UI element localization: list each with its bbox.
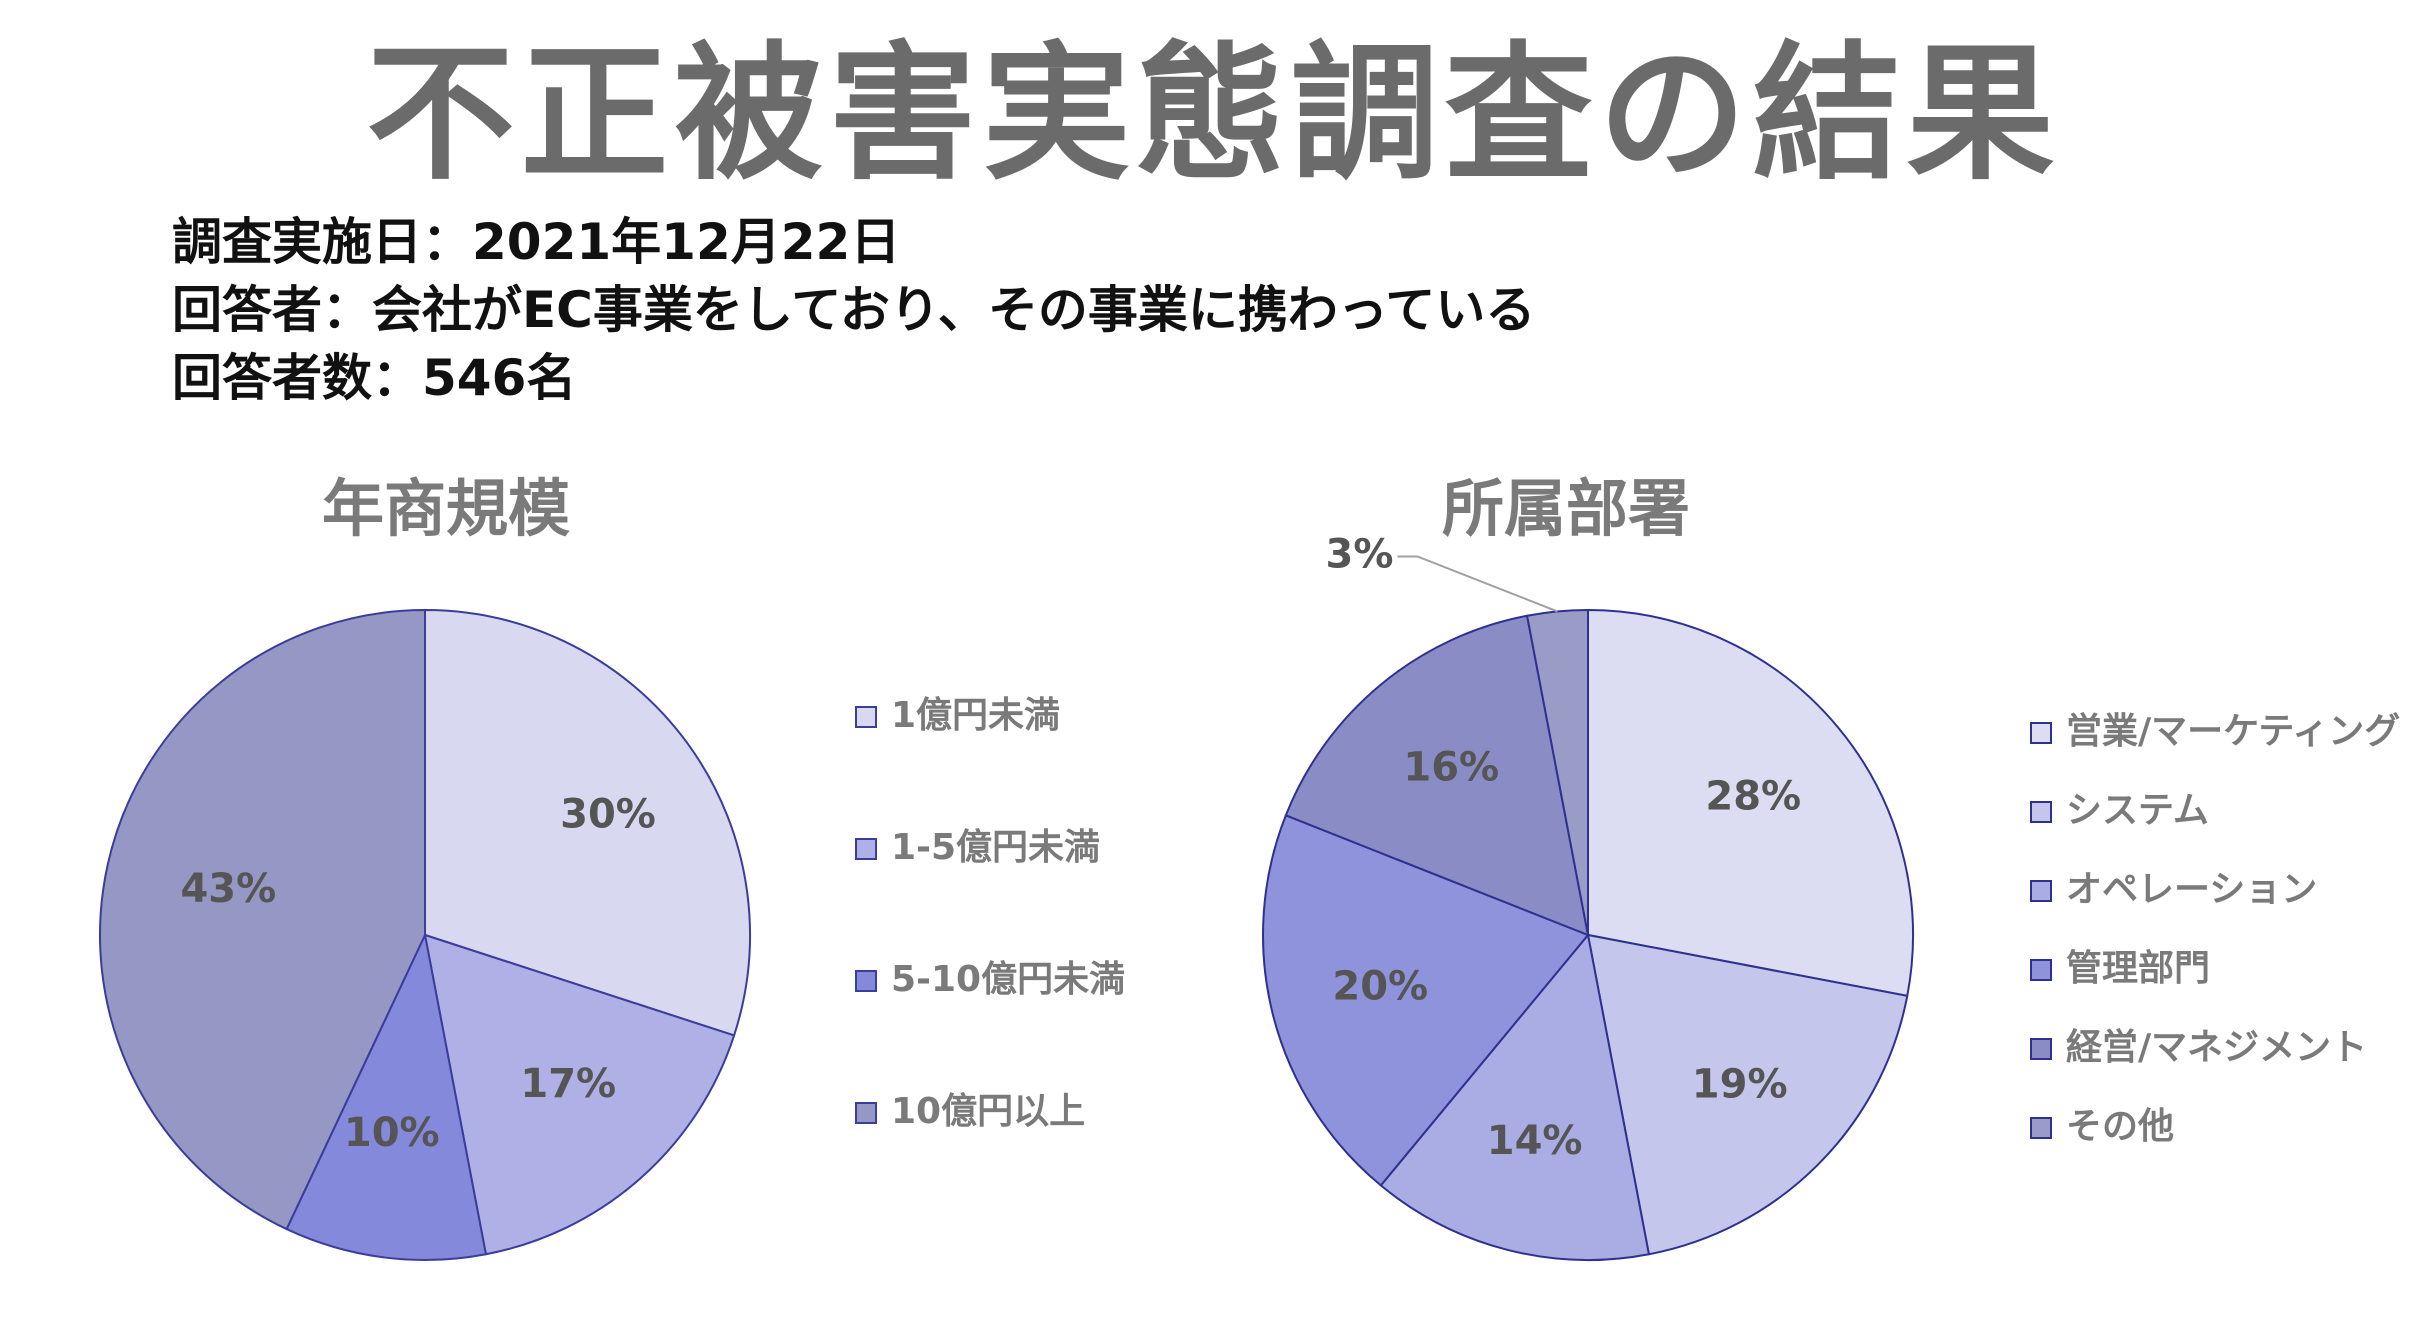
- survey-respondents: 回答者：会社がEC事業をしており、その事業に携わっている: [172, 281, 1536, 339]
- legend-item: オペレーション: [2030, 870, 2317, 910]
- slice-label: 14%: [1487, 1118, 1583, 1164]
- legend-item: 10億円以上: [855, 1092, 1085, 1132]
- legend-item: 営業/マーケティング: [2030, 712, 2400, 752]
- pie-slice: [1587, 934, 1909, 1256]
- pie-slice: [285, 934, 487, 1261]
- legend-label: 1億円未満: [891, 695, 1061, 736]
- pie-slice: [1379, 934, 1650, 1261]
- legend-label: 10億円以上: [891, 1091, 1086, 1132]
- legend-item: 1-5億円未満: [855, 828, 1100, 868]
- pie-slice: [1262, 814, 1589, 1187]
- legend-label: 経営/マネジメント: [2066, 1027, 2368, 1068]
- legend-label: 1-5億円未満: [891, 827, 1101, 868]
- legend-swatch: [855, 706, 877, 728]
- legend-swatch: [2030, 801, 2052, 823]
- legend-swatch: [2030, 1117, 2052, 1139]
- chart-title-department: 所属部署: [1441, 472, 1690, 545]
- pie-slice: [424, 609, 751, 1037]
- survey-date: 調査実施日：2021年12月22日: [172, 213, 901, 271]
- slice-label: 19%: [1692, 1062, 1788, 1108]
- legend-label: システム: [2066, 790, 2209, 831]
- legend-swatch: [855, 838, 877, 860]
- legend-item: 経営/マネジメント: [2030, 1028, 2367, 1068]
- legend-swatch: [2030, 959, 2052, 981]
- slice-label: 30%: [560, 792, 656, 838]
- pie-slice: [99, 609, 426, 1231]
- legend-label: 営業/マーケティング: [2066, 711, 2401, 752]
- slice-label: 17%: [520, 1061, 616, 1107]
- legend-swatch: [2030, 880, 2052, 902]
- page-title: 不正被害実態調査の結果: [366, 28, 2061, 200]
- legend-label: その他: [2066, 1106, 2175, 1147]
- survey-info: 調査実施日：2021年12月22日 回答者：会社がEC事業をしており、その事業に…: [172, 208, 1535, 412]
- slice-label: 3%: [1325, 531, 1393, 577]
- legend-item: 1億円未満: [855, 696, 1060, 736]
- pie-department: 28% 19% 14% 20% 16% 3%: [1262, 531, 1914, 1261]
- legend-swatch: [2030, 722, 2052, 744]
- legend-item: その他: [2030, 1107, 2174, 1147]
- leader-line: [1397, 555, 1558, 613]
- slice-label: 20%: [1332, 963, 1428, 1009]
- legend-label: 管理部門: [2066, 948, 2211, 989]
- legend-label: 5-10億円未満: [891, 959, 1126, 1000]
- slice-label: 16%: [1403, 745, 1499, 791]
- slice-label: 10%: [344, 1110, 440, 1156]
- pie-slice: [1526, 609, 1589, 936]
- legend-item: 5-10億円未満: [855, 960, 1125, 1000]
- pie-slice: [1284, 614, 1589, 936]
- slice-label: 43%: [180, 866, 276, 912]
- chart-title-revenue: 年商規模: [321, 472, 570, 545]
- pie-slice: [1587, 609, 1914, 997]
- pie-slice: [424, 934, 736, 1256]
- slice-label: 28%: [1705, 773, 1801, 819]
- legend-swatch: [855, 970, 877, 992]
- survey-respondent-count: 回答者数：546名: [172, 349, 577, 407]
- legend-item: 管理部門: [2030, 949, 2210, 989]
- legend-item: システム: [2030, 791, 2209, 831]
- legend-label: オペレーション: [2066, 869, 2318, 910]
- pie-revenue: 30% 17% 10% 43%: [99, 609, 751, 1261]
- legend-swatch: [2030, 1038, 2052, 1060]
- legend-swatch: [855, 1102, 877, 1124]
